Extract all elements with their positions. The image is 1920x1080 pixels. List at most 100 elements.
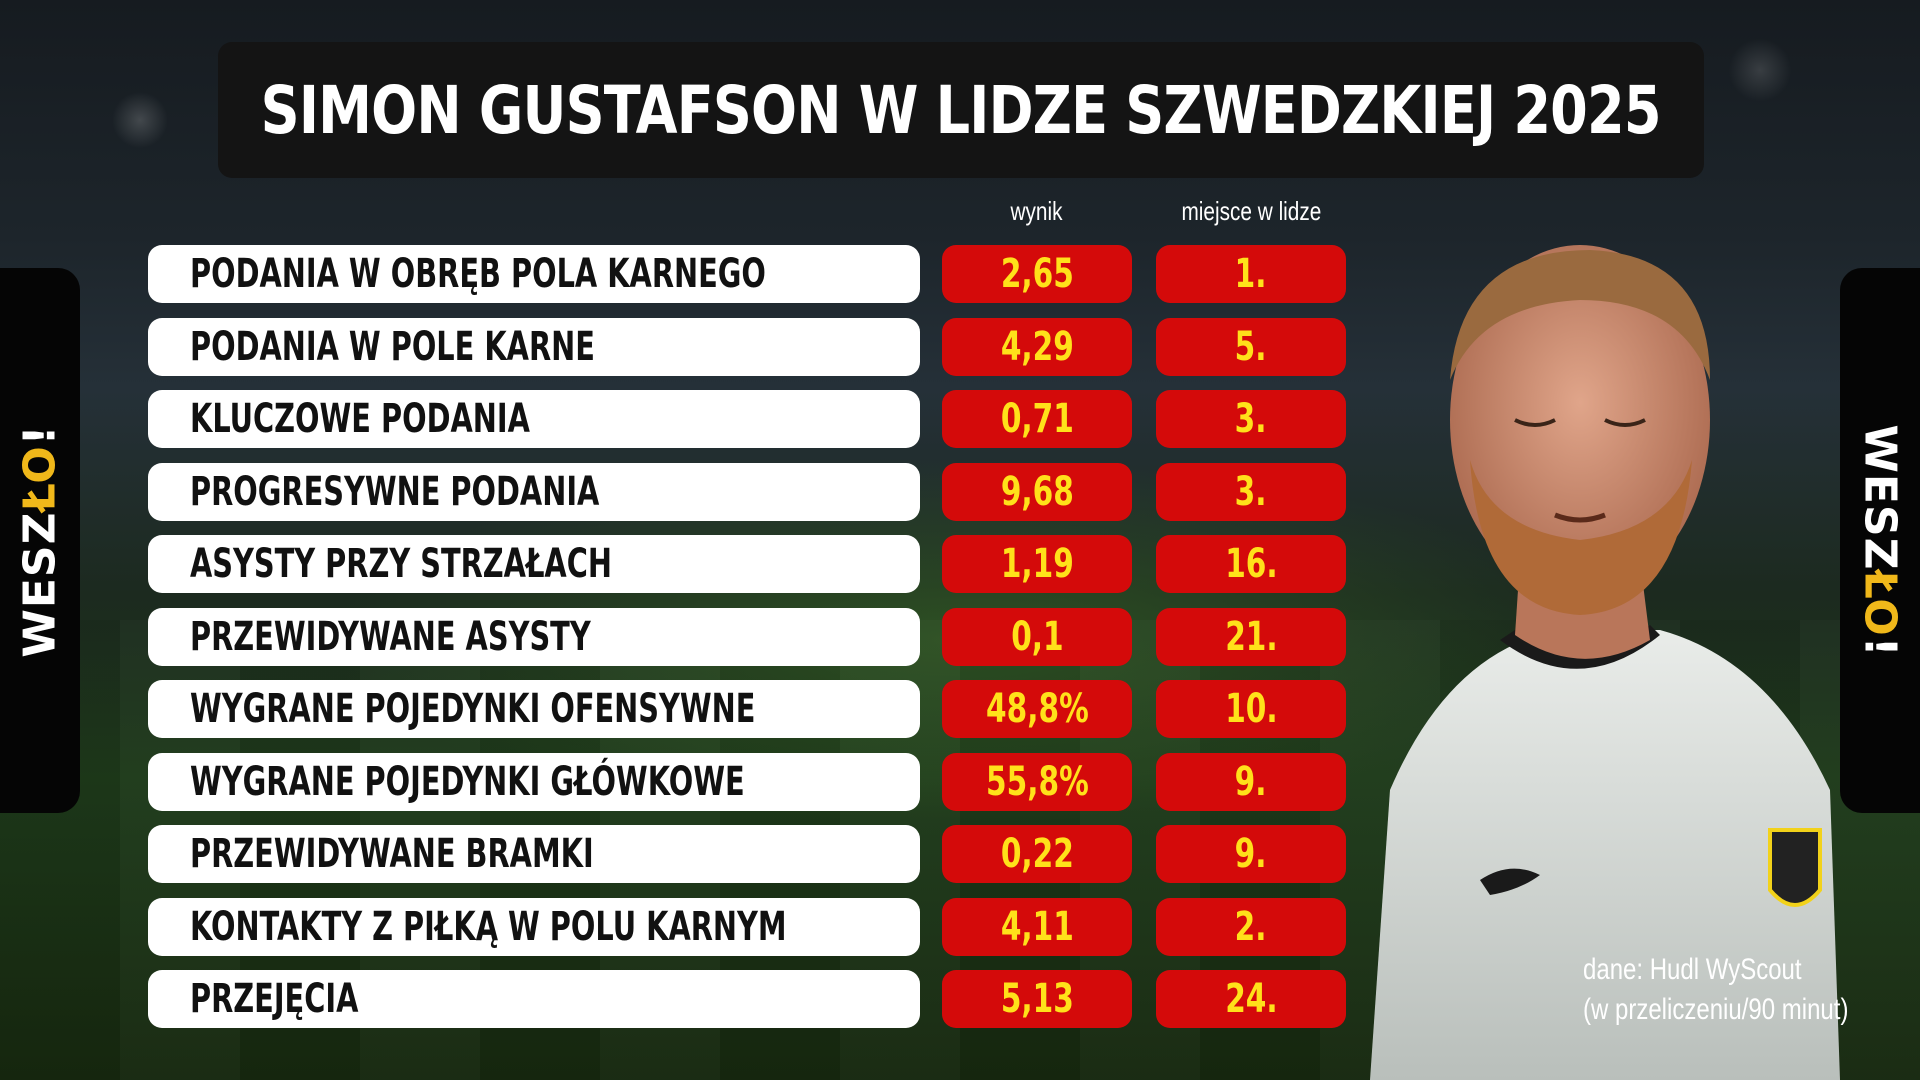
stat-value-pill: 4,29	[942, 317, 1132, 376]
stat-label: PRZEWIDYWANE BRAMKI	[190, 831, 594, 877]
table-row: WYGRANE POJEDYNKI GŁÓWKOWE 55,8% 9.	[148, 752, 1348, 811]
stat-value-pill: 1,19	[942, 535, 1132, 593]
player-collar	[1500, 625, 1660, 669]
stat-rank-pill: 2.	[1156, 897, 1346, 956]
source-line-2: (w przeliczeniu/90 minut)	[1583, 993, 1849, 1026]
stat-label-pill: WYGRANE POJEDYNKI GŁÓWKOWE	[148, 752, 920, 811]
kit-logo	[1480, 868, 1540, 895]
stat-value: 48,8%	[985, 686, 1089, 732]
stat-rank-pill: 9.	[1156, 825, 1346, 883]
stat-value: 9,68	[1000, 468, 1074, 515]
table-row: PRZEWIDYWANE BRAMKI 0,22 9.	[148, 825, 1348, 883]
stat-label: WYGRANE POJEDYNKI GŁÓWKOWE	[190, 758, 745, 805]
table-row: WYGRANE POJEDYNKI OFENSYWNE 48,8% 10.	[148, 680, 1348, 738]
stat-value-pill: 0,71	[942, 390, 1132, 448]
stat-label: KLUCZOWE PODANIA	[190, 396, 530, 442]
stat-label-pill: PRZEWIDYWANE ASYSTY	[148, 607, 920, 666]
stat-label-pill: PODANIA W OBRĘB POLA KARNEGO	[148, 245, 920, 303]
stat-rank: 24.	[1224, 976, 1278, 1022]
side-logo-tab-right: WESZŁO!	[1840, 268, 1920, 813]
stat-rank: 5.	[1235, 323, 1267, 370]
stat-value-pill: 48,8%	[942, 680, 1132, 738]
stat-rank: 10.	[1224, 686, 1278, 732]
stat-label: ASYSTY PRZY STRZAŁACH	[190, 541, 612, 587]
stat-label: WYGRANE POJEDYNKI OFENSYWNE	[190, 686, 756, 732]
stat-label-pill: PRZEJĘCIA	[148, 970, 920, 1028]
player-photo	[1370, 245, 1840, 1080]
column-header-miejsce-text: miejsce w lidze	[1181, 196, 1321, 226]
stat-label: PRZEJĘCIA	[190, 976, 359, 1022]
stat-rank-pill: 24.	[1156, 970, 1346, 1028]
player-hair	[1450, 250, 1710, 380]
player-mouth	[1554, 512, 1606, 523]
source-line-1: dane: Hudl WyScout	[1583, 953, 1802, 986]
player-beard	[1470, 460, 1692, 615]
column-header-miejsce: miejsce w lidze	[1156, 196, 1346, 230]
stat-label-pill: ASYSTY PRZY STRZAŁACH	[148, 535, 920, 593]
stat-label: PROGRESYWNE PODANIA	[190, 468, 600, 515]
player-eye-right	[1604, 418, 1646, 427]
club-badge	[1768, 828, 1822, 907]
stat-value: 55,8%	[985, 758, 1089, 805]
table-row: PRZEJĘCIA 5,13 24.	[148, 970, 1348, 1028]
table-row: PROGRESYWNE PODANIA 9,68 3.	[148, 462, 1348, 521]
table-row: ASYSTY PRZY STRZAŁACH 1,19 16.	[148, 535, 1348, 593]
stat-label-pill: PROGRESYWNE PODANIA	[148, 462, 920, 521]
stat-value-pill: 9,68	[942, 462, 1132, 521]
page-title: SIMON GUSTAFSON W LIDZE SZWEDZKIEJ 2025	[261, 71, 1662, 149]
stat-value: 4,29	[1000, 323, 1074, 370]
stat-value-pill: 4,11	[942, 897, 1132, 956]
column-header-wynik-text: wynik	[1010, 196, 1063, 226]
stat-rank: 16.	[1224, 541, 1278, 587]
stat-label-pill: PODANIA W POLE KARNE	[148, 317, 920, 376]
stat-label-pill: KONTAKTY Z PIŁKĄ W POLU KARNYM	[148, 897, 920, 956]
stat-value: 0,71	[1000, 396, 1074, 442]
table-row: PODANIA W POLE KARNE 4,29 5.	[148, 317, 1348, 376]
stat-label-pill: PRZEWIDYWANE BRAMKI	[148, 825, 920, 883]
column-header-wynik: wynik	[942, 196, 1132, 230]
stat-rank: 3.	[1235, 396, 1267, 442]
stat-value-pill: 2,65	[942, 245, 1132, 303]
table-row: PRZEWIDYWANE ASYSTY 0,1 21.	[148, 607, 1348, 666]
stat-value-pill: 0,22	[942, 825, 1132, 883]
weszlo-logo: WESZŁO!	[14, 423, 66, 658]
stat-rank: 9.	[1235, 758, 1267, 805]
stat-value: 2,65	[1000, 251, 1074, 297]
stat-value: 4,11	[1000, 903, 1074, 950]
stat-label-pill: WYGRANE POJEDYNKI OFENSYWNE	[148, 680, 920, 738]
stat-label-pill: KLUCZOWE PODANIA	[148, 390, 920, 448]
title-banner: SIMON GUSTAFSON W LIDZE SZWEDZKIEJ 2025	[218, 42, 1704, 178]
stat-rank: 2.	[1235, 903, 1267, 950]
stat-value-pill: 5,13	[942, 970, 1132, 1028]
stat-rank: 21.	[1224, 613, 1278, 660]
stat-value-pill: 55,8%	[942, 752, 1132, 811]
stat-rank-pill: 16.	[1156, 535, 1346, 593]
table-row: KLUCZOWE PODANIA 0,71 3.	[148, 390, 1348, 448]
stat-rank: 1.	[1235, 251, 1267, 297]
stat-label: PODANIA W POLE KARNE	[190, 323, 595, 370]
stat-rank-pill: 5.	[1156, 317, 1346, 376]
stat-value: 5,13	[1000, 976, 1074, 1022]
weszlo-logo: WESZŁO!	[1854, 423, 1906, 658]
stat-rank-pill: 3.	[1156, 390, 1346, 448]
side-logo-tab-left: WESZŁO!	[0, 268, 80, 813]
stat-rank-pill: 3.	[1156, 462, 1346, 521]
data-source-note: dane: Hudl WyScout (w przeliczeniu/90 mi…	[1560, 950, 1849, 1030]
stat-rank-pill: 10.	[1156, 680, 1346, 738]
stat-value: 0,1	[1010, 613, 1064, 660]
stat-label: PODANIA W OBRĘB POLA KARNEGO	[190, 251, 766, 297]
table-row: KONTAKTY Z PIŁKĄ W POLU KARNYM 4,11 2.	[148, 897, 1348, 956]
stat-value: 1,19	[1000, 541, 1074, 587]
table-row: PODANIA W OBRĘB POLA KARNEGO 2,65 1.	[148, 245, 1348, 303]
stat-rank: 9.	[1235, 831, 1267, 877]
stat-rank: 3.	[1235, 468, 1267, 515]
stat-rank-pill: 21.	[1156, 607, 1346, 666]
player-eye-left	[1514, 418, 1556, 427]
stat-value-pill: 0,1	[942, 607, 1132, 666]
stat-label: KONTAKTY Z PIŁKĄ W POLU KARNYM	[190, 903, 787, 950]
stat-value: 0,22	[1000, 831, 1074, 877]
stat-rank-pill: 9.	[1156, 752, 1346, 811]
player-head	[1450, 245, 1710, 595]
stat-label: PRZEWIDYWANE ASYSTY	[190, 613, 591, 660]
stat-rank-pill: 1.	[1156, 245, 1346, 303]
